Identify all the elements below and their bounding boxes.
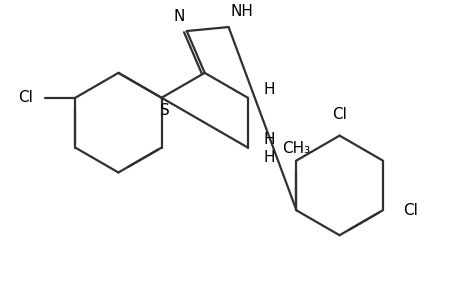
Text: Cl: Cl (18, 90, 34, 105)
Text: S: S (159, 103, 169, 118)
Text: H: H (263, 82, 274, 97)
Text: H: H (263, 132, 274, 147)
Text: NH: NH (230, 4, 253, 19)
Text: H: H (263, 150, 274, 165)
Text: Cl: Cl (402, 203, 417, 218)
Text: Cl: Cl (331, 107, 346, 122)
Text: CH₃: CH₃ (281, 141, 309, 156)
Text: N: N (173, 9, 184, 24)
